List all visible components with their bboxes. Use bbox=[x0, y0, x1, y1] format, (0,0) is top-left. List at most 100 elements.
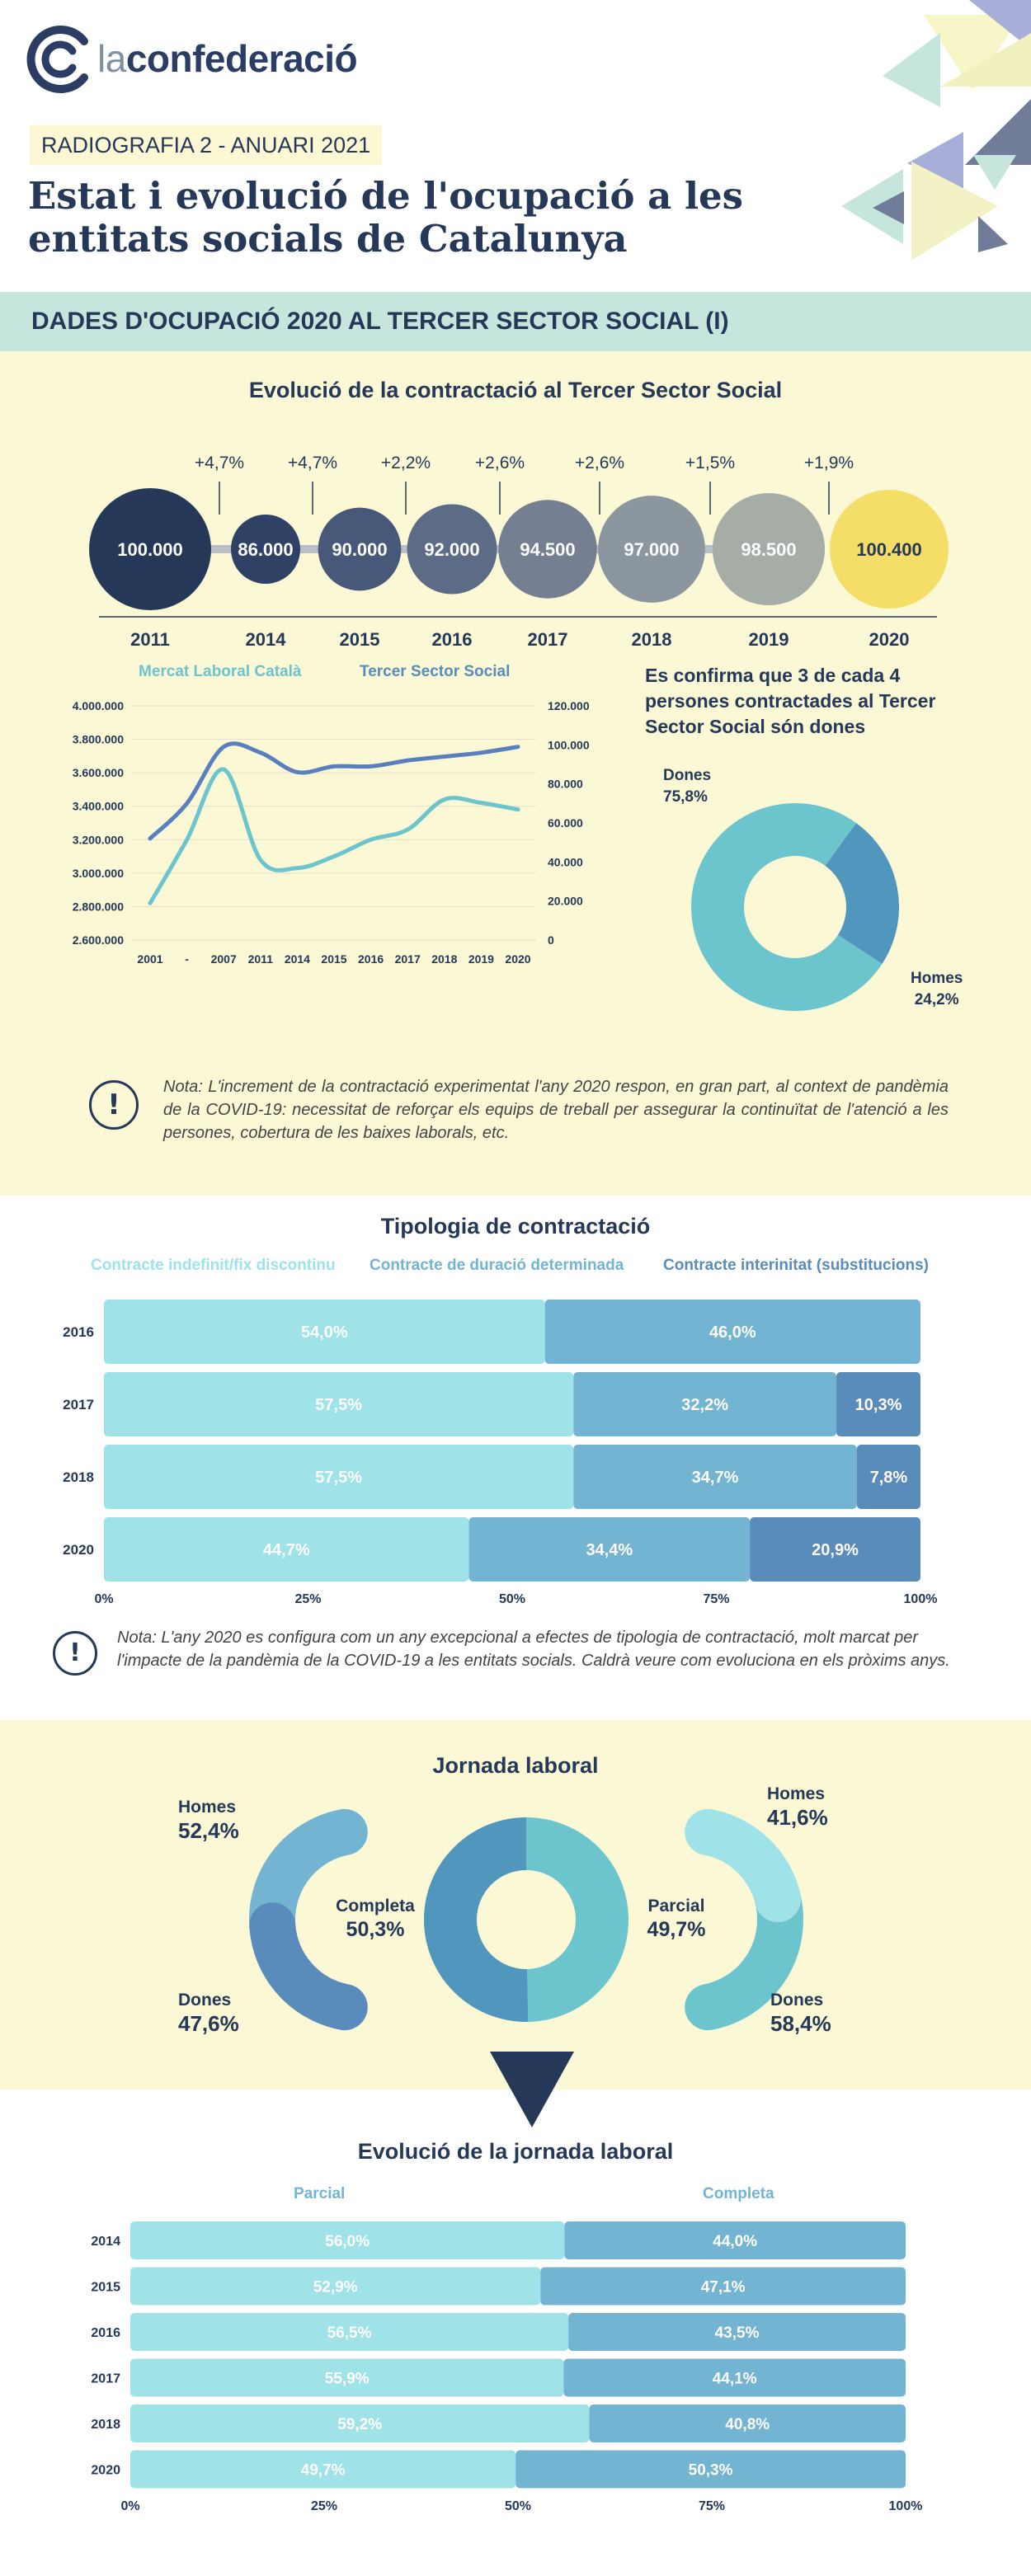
gender-slice-homes bbox=[824, 823, 899, 964]
brand-prefix: la bbox=[97, 37, 126, 80]
line-chart: 2.600.000 2.800.000 3.000.000 3.200.000 3.40… bbox=[73, 699, 590, 966]
y-left-tick: 2.600.000 bbox=[73, 933, 124, 947]
completa-dones-name: Dones bbox=[178, 1991, 232, 2010]
growth-label-3: +2,6% bbox=[475, 454, 525, 472]
bar-label-2017-0: 55,9% bbox=[325, 2371, 370, 2388]
completa-homes-label: Homes 52,4% bbox=[178, 1796, 239, 1842]
x-tick: 2018 bbox=[431, 952, 457, 966]
bubble-value-2020: 100.400 bbox=[856, 539, 922, 560]
bar-label-2018-0: 59,2% bbox=[337, 2416, 382, 2433]
section-band: DADES D'OCUPACIÓ 2020 AL TERCER SECTOR S… bbox=[0, 292, 1031, 351]
bubble-2015 bbox=[318, 507, 402, 591]
gender-donut-chart bbox=[691, 803, 899, 1011]
year-label-2015: 2015 bbox=[340, 629, 380, 650]
y-right-tick: 120.000 bbox=[548, 699, 590, 712]
growth-label-4: +2,6% bbox=[575, 454, 624, 472]
confederacio-logo-icon bbox=[26, 26, 88, 93]
bar-label-2020-1: 50,3% bbox=[689, 2462, 733, 2480]
completa-homes-value: 52,4% bbox=[178, 1818, 239, 1843]
bar-label-2018-2: 7,8% bbox=[870, 1469, 908, 1487]
bar-2020-0 bbox=[130, 2450, 516, 2489]
y-right-tick: 0 bbox=[548, 933, 554, 947]
x-tick: 2011 bbox=[248, 952, 274, 966]
x-tick-3: 75% bbox=[699, 2499, 725, 2513]
parcial-homes-name: Homes bbox=[767, 1784, 826, 1803]
section-jornada: Jornada laboral Homes 52,4% Dones 47,6% Ho… bbox=[0, 1720, 1031, 2089]
bar-2017-2 bbox=[836, 1372, 920, 1436]
bar-2017-0 bbox=[130, 2358, 564, 2397]
bar-label-2020-0: 44,7% bbox=[263, 1541, 310, 1559]
bubble-value-2018: 97.000 bbox=[624, 539, 679, 560]
x-tick-4: 100% bbox=[904, 1592, 938, 1606]
bar-2018-0 bbox=[104, 1445, 574, 1509]
bubble-value-2015: 90.000 bbox=[332, 539, 387, 560]
dones-label-name: Dones bbox=[663, 767, 712, 784]
x-tick-2: 50% bbox=[505, 2499, 531, 2513]
legend-parcial: Parcial bbox=[294, 2185, 346, 2202]
x-tick: 2014 bbox=[285, 952, 310, 966]
x-tick-3: 75% bbox=[703, 1592, 729, 1606]
bar-label-2017-2: 10,3% bbox=[855, 1396, 902, 1414]
bubble-2018 bbox=[598, 496, 705, 603]
bar-label-2014-0: 56,0% bbox=[325, 2233, 370, 2250]
parcial-dones-value: 58,4% bbox=[770, 2011, 831, 2036]
bar-label-2017-0: 57,5% bbox=[315, 1396, 362, 1414]
evolucio-bubble-chart: 100.000 2011 86.000 2014 90.000 2015 92.000 201… bbox=[89, 454, 949, 650]
y-left-tick: 3.800.000 bbox=[73, 733, 124, 746]
x-tick-2: 50% bbox=[499, 1592, 525, 1606]
gender-title: Es confirma que 3 de cada 4 persones con… bbox=[645, 665, 936, 737]
y-left-tick: 3.400.000 bbox=[73, 800, 124, 813]
x-tick-0: 0% bbox=[94, 1592, 113, 1606]
legend-duracio: Contracte de duració determinada bbox=[370, 1257, 624, 1274]
homes-label-name: Homes bbox=[911, 970, 963, 987]
info-icon-2: ! bbox=[53, 1631, 97, 1676]
x-tick-4: 100% bbox=[889, 2499, 923, 2513]
y-left-tick: 2.800.000 bbox=[73, 900, 124, 913]
homes-label: Homes 24,2% bbox=[911, 968, 963, 1011]
bar-2016-1 bbox=[568, 2313, 906, 2351]
bar-2015-0 bbox=[130, 2267, 541, 2306]
category-label-2017: 2017 bbox=[91, 2372, 120, 2386]
category-label-2014: 2014 bbox=[91, 2235, 120, 2249]
category-label-2017: 2017 bbox=[63, 1397, 94, 1413]
category-label-2015: 2015 bbox=[91, 2281, 120, 2295]
legend-interinitat: Contracte interinitat (substitucions) bbox=[663, 1257, 929, 1274]
y-right-tick: 60.000 bbox=[548, 816, 583, 830]
evol-jornada-title: Evolució de la jornada laboral bbox=[357, 2139, 674, 2164]
bubble-value-2011: 100.000 bbox=[117, 539, 183, 560]
info-icon: ! bbox=[89, 1080, 139, 1130]
x-tick: 2017 bbox=[395, 952, 421, 966]
bubble-2020 bbox=[830, 490, 949, 609]
jornada-chart bbox=[249, 1808, 803, 2031]
completa-label: Completa 50,3% bbox=[330, 1895, 421, 1941]
center-slice-parcial bbox=[525, 1817, 628, 2022]
completa-dones-arc bbox=[249, 1902, 368, 2031]
tipologia-title: Tipologia de contractació bbox=[380, 1214, 651, 1239]
center-slice-completa bbox=[424, 1817, 529, 2022]
bar-2020-1 bbox=[468, 1517, 751, 1582]
year-label-2016: 2016 bbox=[432, 629, 473, 650]
bar-2017-1 bbox=[563, 2358, 906, 2397]
y-left-tick: 4.000.000 bbox=[73, 699, 124, 712]
parcial-homes-label: Homes 41,6% bbox=[767, 1783, 828, 1829]
down-arrow-icon bbox=[490, 2052, 574, 2127]
bubble-2017 bbox=[498, 500, 597, 599]
y-right-tick: 40.000 bbox=[548, 855, 583, 868]
y-right-tick: 100.000 bbox=[548, 738, 590, 751]
parcial-dones-label: Dones 58,4% bbox=[770, 1989, 831, 2035]
bar-label-2016-1: 43,5% bbox=[715, 2325, 760, 2342]
bar-2017-1 bbox=[573, 1372, 837, 1436]
parcial-homes-arc bbox=[685, 1808, 802, 1923]
homes-label-value: 24,2% bbox=[914, 991, 959, 1008]
x-tick: 2019 bbox=[468, 952, 494, 966]
bar-2016-0 bbox=[104, 1300, 545, 1364]
bar-label-2018-0: 57,5% bbox=[315, 1469, 362, 1487]
note-1: Nota: L'increment de la contractació exp… bbox=[163, 1078, 949, 1142]
parcial-name: Parcial bbox=[647, 1897, 705, 1916]
note-2: Nota: L'any 2020 es configura com un any… bbox=[117, 1629, 950, 1670]
parcial-value: 49,7% bbox=[647, 1918, 706, 1941]
completa-name: Completa bbox=[336, 1897, 415, 1916]
kicker-label: RADIOGRAFIA 2 - ANUARI 2021 bbox=[30, 125, 383, 165]
x-tick: - bbox=[185, 952, 189, 966]
evol-jornada-bar-chart: 2014 56,0% 44,0% 2015 52,9% 47,1% 2016 56,5% 43,… bbox=[91, 2221, 923, 2513]
